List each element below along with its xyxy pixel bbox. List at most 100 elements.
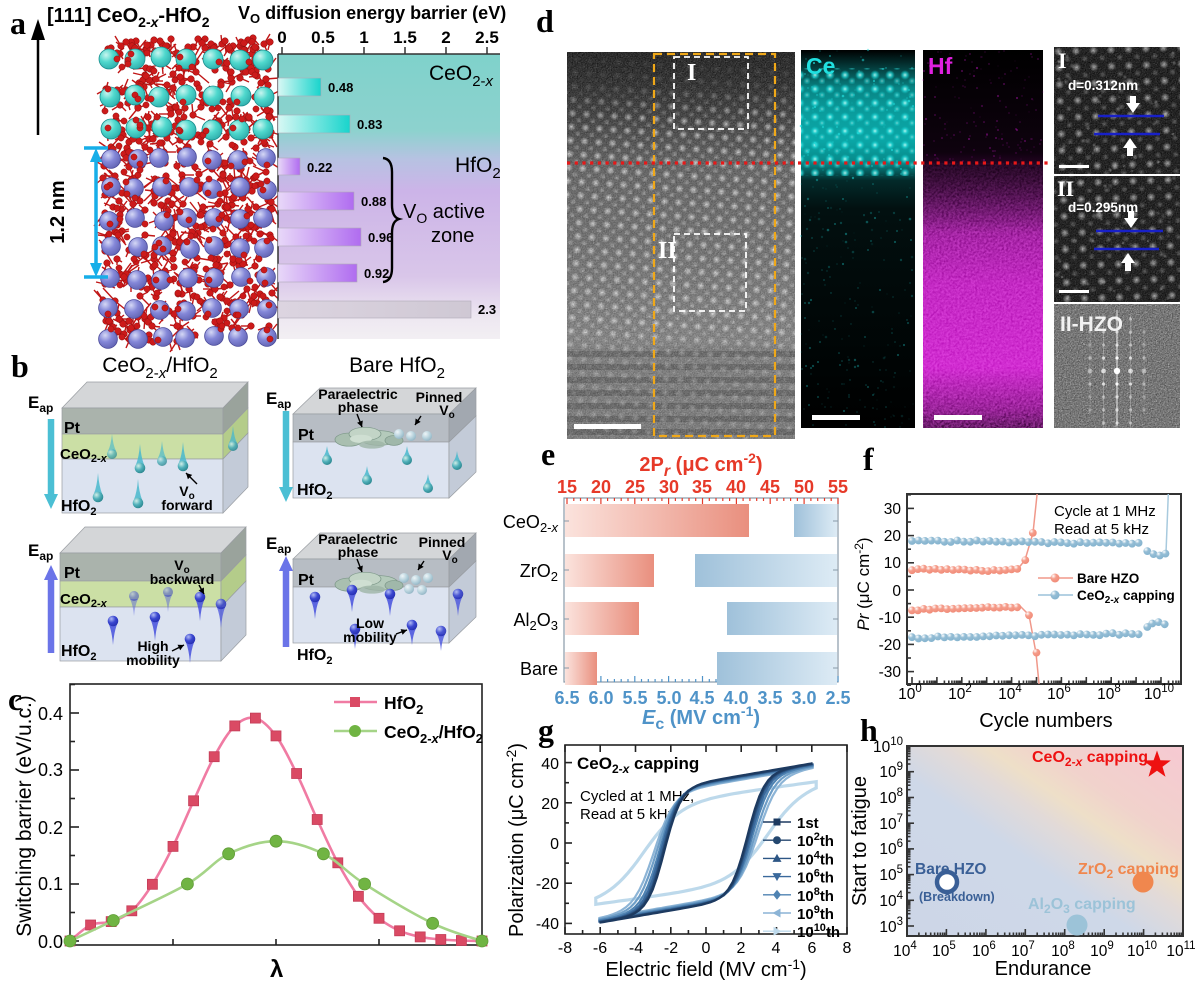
svg-text:Paraelectric: Paraelectric <box>318 531 398 547</box>
svg-text:2: 2 <box>737 940 746 957</box>
svg-text:2Pr (μC cm-2): 2Pr (μC cm-2) <box>639 450 762 480</box>
svg-text:40: 40 <box>541 756 559 773</box>
svg-text:Pt: Pt <box>64 565 81 582</box>
svg-text:1010: 1010 <box>1127 940 1157 960</box>
svg-text:108: 108 <box>1051 940 1075 960</box>
svg-text:0.4: 0.4 <box>38 704 63 724</box>
svg-text:Al2O3: Al2O3 <box>514 610 559 633</box>
svg-text:106: 106 <box>1047 683 1071 703</box>
svg-text:30: 30 <box>659 477 679 497</box>
svg-text:Eap: Eap <box>28 393 53 415</box>
svg-text:d: d <box>536 3 554 39</box>
svg-text:Cycled at 1 MHz,: Cycled at 1 MHz, <box>580 788 694 805</box>
svg-text:3.5: 3.5 <box>757 688 782 708</box>
svg-text:VO diffusion energy barrier (e: VO diffusion energy barrier (eV) <box>238 3 506 26</box>
svg-text:-8: -8 <box>558 940 572 957</box>
svg-text:HfO2: HfO2 <box>297 647 332 667</box>
svg-text:CeO2-x: CeO2-x <box>503 512 559 535</box>
svg-text:1st: 1st <box>797 815 819 832</box>
svg-text:II: II <box>1057 176 1074 201</box>
svg-text:Pt: Pt <box>64 420 81 437</box>
svg-text:108: 108 <box>879 787 903 807</box>
svg-text:Bare: Bare <box>520 659 558 679</box>
svg-text:104: 104 <box>998 683 1022 703</box>
svg-text:2.5: 2.5 <box>475 28 499 47</box>
svg-text:zone: zone <box>431 225 474 247</box>
svg-text:1010th: 1010th <box>797 922 840 941</box>
svg-text:4.5: 4.5 <box>689 688 714 708</box>
svg-text:15: 15 <box>557 477 577 497</box>
svg-text:mobility: mobility <box>343 629 397 645</box>
svg-text:0: 0 <box>702 940 711 957</box>
svg-text:HfO2: HfO2 <box>61 643 96 663</box>
svg-text:Bare HfO2: Bare HfO2 <box>349 354 445 382</box>
svg-text:Al2O3 capping: Al2O3 capping <box>1028 896 1136 916</box>
svg-text:0.3: 0.3 <box>38 760 63 780</box>
svg-text:109th: 109th <box>797 904 834 923</box>
svg-text:109: 109 <box>1090 940 1114 960</box>
svg-text:Bare HZO: Bare HZO <box>915 861 987 878</box>
svg-text:1.2 nm: 1.2 nm <box>47 180 69 243</box>
svg-text:VO active: VO active <box>403 201 485 226</box>
svg-text:6.5: 6.5 <box>554 688 579 708</box>
svg-text:Pr (μC cm-2): Pr (μC cm-2) <box>852 537 873 630</box>
svg-text:mobility: mobility <box>126 652 180 668</box>
svg-text:25: 25 <box>625 477 645 497</box>
svg-text:105: 105 <box>932 940 956 960</box>
svg-text:0.48: 0.48 <box>328 80 353 95</box>
svg-text:-20: -20 <box>879 637 902 654</box>
svg-text:0: 0 <box>892 583 901 600</box>
svg-text:2.5: 2.5 <box>825 688 850 708</box>
svg-text:102: 102 <box>948 683 972 703</box>
svg-text:Eap: Eap <box>266 389 291 411</box>
svg-text:forward: forward <box>161 497 212 513</box>
svg-text:h: h <box>860 712 878 748</box>
svg-text:-4: -4 <box>629 940 643 957</box>
svg-text:Cycle numbers: Cycle numbers <box>979 710 1112 732</box>
svg-text:5.5: 5.5 <box>622 688 647 708</box>
svg-text:1.5: 1.5 <box>393 28 417 47</box>
svg-text:e: e <box>541 436 555 472</box>
svg-text:-10: -10 <box>879 610 902 627</box>
svg-text:1010: 1010 <box>873 736 903 756</box>
svg-text:-6: -6 <box>593 940 607 957</box>
svg-text:ZrO2 capping: ZrO2 capping <box>1078 861 1179 881</box>
svg-text:HfO2: HfO2 <box>61 498 96 518</box>
svg-text:Read at 5 kHz: Read at 5 kHz <box>1054 521 1149 538</box>
svg-text:Cycle at 1 MHz: Cycle at 1 MHz <box>1054 503 1156 520</box>
svg-text:2.3: 2.3 <box>478 302 496 317</box>
svg-text:Bare HZO: Bare HZO <box>1077 571 1139 586</box>
svg-text:λ: λ <box>270 956 283 983</box>
svg-text:Eap: Eap <box>28 541 53 563</box>
svg-text:Pt: Pt <box>298 572 315 589</box>
svg-text:104: 104 <box>893 940 917 960</box>
svg-text:d=0.295nm: d=0.295nm <box>1068 200 1138 215</box>
svg-text:20: 20 <box>884 528 902 545</box>
svg-text:phase: phase <box>338 399 379 415</box>
svg-text:II: II <box>658 238 677 264</box>
svg-text:100: 100 <box>898 683 922 703</box>
svg-text:20: 20 <box>591 477 611 497</box>
svg-text:1: 1 <box>359 28 368 47</box>
svg-text:106th: 106th <box>797 868 834 887</box>
svg-text:Pinned: Pinned <box>419 534 466 550</box>
svg-text:HfO2: HfO2 <box>384 693 423 717</box>
svg-text:HfO2: HfO2 <box>297 482 332 502</box>
svg-text:0.96: 0.96 <box>368 230 393 245</box>
svg-text:CeO2-x/HfO2: CeO2-x/HfO2 <box>384 722 483 746</box>
svg-text:103: 103 <box>879 916 903 936</box>
svg-text:a: a <box>10 5 26 41</box>
svg-text:[111] CeO2-x-HfO2: [111] CeO2-x-HfO2 <box>47 5 210 30</box>
svg-text:4: 4 <box>772 940 781 957</box>
svg-text:104th: 104th <box>797 849 834 868</box>
svg-text:50: 50 <box>794 477 814 497</box>
svg-text:c: c <box>8 681 22 717</box>
svg-text:CeO2-x capping: CeO2-x capping <box>577 754 699 776</box>
svg-text:5.0: 5.0 <box>656 688 681 708</box>
svg-text:108th: 108th <box>797 886 834 905</box>
svg-text:Read at 5 kHz: Read at 5 kHz <box>580 806 675 823</box>
svg-text:-20: -20 <box>536 876 559 893</box>
svg-text:1010: 1010 <box>1144 683 1174 703</box>
svg-text:Paraelectric: Paraelectric <box>318 386 398 402</box>
svg-text:Switching barrier (eV/u.c.): Switching barrier (eV/u.c.) <box>13 695 36 937</box>
